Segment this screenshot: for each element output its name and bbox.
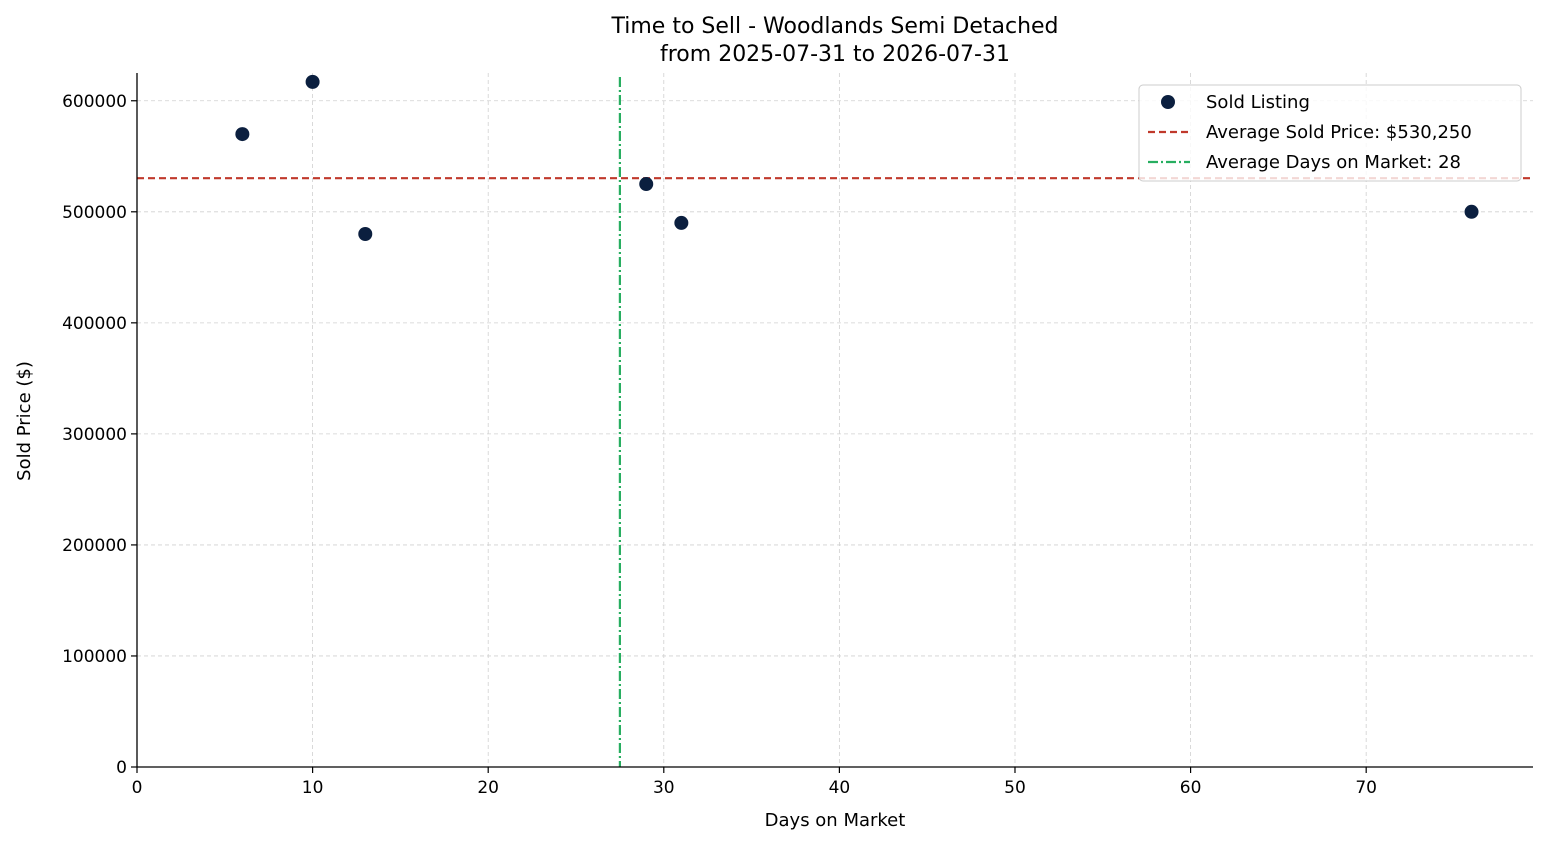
y-tick-label: 300000 xyxy=(62,425,127,445)
legend-box xyxy=(1138,84,1522,182)
x-tick-label: 40 xyxy=(829,778,851,798)
scatter-point xyxy=(305,74,320,89)
chart-subtitle: from 2025-07-31 to 2026-07-31 xyxy=(660,42,1010,67)
chart-title: Time to Sell - Woodlands Semi Detached xyxy=(610,14,1058,39)
y-tick-label: 200000 xyxy=(62,536,127,556)
x-tick-label: 30 xyxy=(653,778,675,798)
scatter-point xyxy=(235,127,250,142)
legend-label-sold-listing: Sold Listing xyxy=(1206,92,1310,113)
x-tick-label: 50 xyxy=(1004,778,1026,798)
legend: Sold Listing Average Sold Price: $530,25… xyxy=(1138,84,1522,182)
reference-lines xyxy=(137,77,1533,767)
legend-marker-sold-listing xyxy=(1161,95,1175,109)
y-tick-label: 100000 xyxy=(62,647,127,667)
x-tick-label: 10 xyxy=(302,778,324,798)
scatter-point xyxy=(358,227,373,242)
y-axis-label: Sold Price ($) xyxy=(14,361,35,481)
y-tick-label: 400000 xyxy=(62,314,127,334)
y-tick-label: 600000 xyxy=(62,92,127,112)
x-tick-label: 60 xyxy=(1180,778,1202,798)
legend-label-average-price: Average Sold Price: $530,250 xyxy=(1206,122,1472,143)
x-axis-label: Days on Market xyxy=(765,810,906,831)
legend-label-average-days: Average Days on Market: 28 xyxy=(1206,152,1461,173)
axes: 0 10 20 30 40 50 60 70 0 100000 200000 300000 400000… xyxy=(62,73,1533,798)
scatter-points xyxy=(235,74,1479,242)
scatter-point xyxy=(639,177,654,192)
scatter-point xyxy=(1464,204,1479,219)
scatter-point xyxy=(674,215,689,230)
x-tick-label: 0 xyxy=(132,778,143,798)
y-tick-label: 0 xyxy=(116,758,127,778)
grid xyxy=(137,73,1533,767)
x-tick-label: 70 xyxy=(1355,778,1377,798)
x-tick-label: 20 xyxy=(477,778,499,798)
y-tick-label: 500000 xyxy=(62,203,127,223)
